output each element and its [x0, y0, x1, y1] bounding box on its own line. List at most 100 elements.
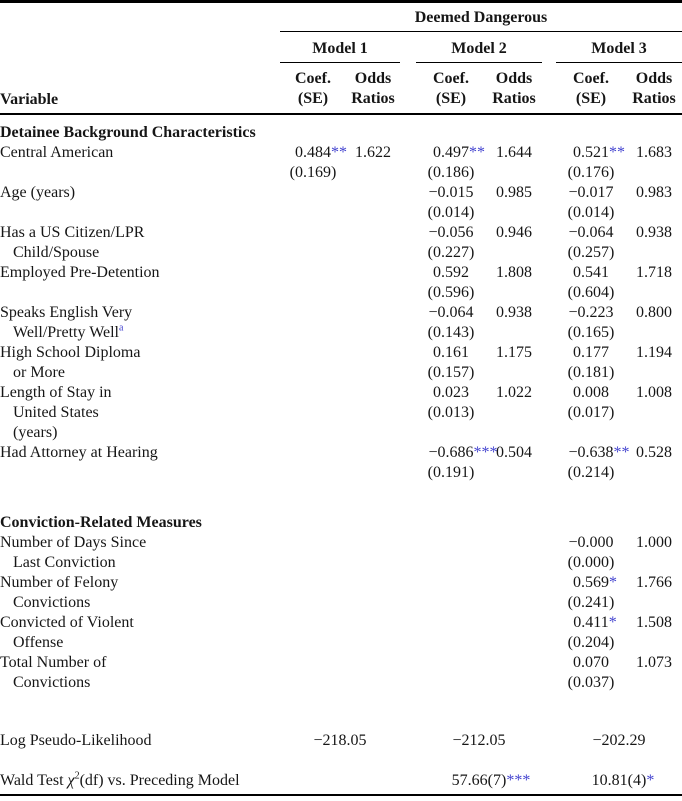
standard-error: (0.191) — [427, 464, 475, 481]
variable-label-line: Offense — [13, 634, 64, 651]
coef-value: −0.064 — [568, 224, 614, 241]
coef-value: −0.000 — [568, 534, 614, 551]
coef-value: 0.484** — [295, 144, 347, 161]
odds-ratio-cell: 1.000 — [636, 534, 672, 551]
model-3-header: Model 3 — [556, 32, 682, 63]
odds-ratio-cell: 0.800 — [636, 304, 672, 321]
coef-cell: −0.064 (0.143) — [416, 303, 486, 343]
variable-label: Employed Pre-Detention — [0, 263, 280, 303]
variable-label-line: Last Conviction — [13, 554, 116, 571]
log-likelihood-row: Log Pseudo-Likelihood −218.05 −212.05 −202… — [0, 731, 682, 751]
variable-label-line: Central American — [0, 144, 114, 161]
variable-label-line: or More — [13, 364, 65, 381]
table-row: Age (years) −0.015 (0.014) 0.985 −0.017 (0.01… — [0, 183, 682, 223]
coef-label-line2: (SE) — [297, 90, 329, 107]
table-row: Convicted of Violent Offense 0.411* (0.204)… — [0, 613, 682, 653]
odds-label-line1: Odds — [495, 70, 533, 87]
variable-label-line: Convicted of Violent — [0, 614, 134, 631]
odds-ratio-cell: 0.504 — [496, 444, 532, 461]
coef-label-line2: (SE) — [575, 90, 607, 107]
coef-value: −0.686*** — [428, 444, 498, 461]
standard-error: (0.227) — [427, 244, 475, 261]
footnote-marker: a — [119, 322, 124, 334]
wald-test-value: 57.66(7)*** — [451, 772, 531, 789]
coef-cell: 0.497** (0.186) — [416, 143, 486, 183]
standard-error: (0.214) — [567, 464, 615, 481]
standard-error: (0.204) — [567, 634, 615, 651]
odds-ratio-cell: 0.985 — [496, 184, 532, 201]
standard-error: (0.241) — [567, 594, 615, 611]
coef-cell: 0.023 (0.013) — [416, 383, 486, 443]
model-2-odds-header: Odds Ratios — [486, 63, 542, 113]
standard-error: (0.143) — [427, 324, 475, 341]
coef-value: −0.638** — [568, 444, 630, 461]
variable-label-line: Had Attorney at Hearing — [0, 444, 158, 461]
coef-value: 0.008 — [573, 384, 609, 401]
section-header: Detainee Background Characteristics — [0, 124, 256, 141]
table-row: Has a US Citizen/LPR Child/Spouse −0.056 (0… — [0, 223, 682, 263]
table-row: Length of Stay in United States (years) 0.0… — [0, 383, 682, 443]
model-1-coef-header: Coef. (SE) — [280, 63, 346, 113]
log-likelihood-label: Log Pseudo-Likelihood — [0, 732, 152, 749]
coef-value: 0.161 — [433, 344, 469, 361]
model-3-coef-header: Coef. (SE) — [556, 63, 626, 113]
coef-cell: −0.017 (0.014) — [556, 183, 626, 223]
variable-label-line: Convictions — [13, 594, 91, 611]
header-rule — [0, 113, 682, 115]
coef-value: −0.015 — [428, 184, 474, 201]
standard-error: (0.257) — [567, 244, 615, 261]
spanner-title: Deemed Dangerous — [280, 3, 682, 32]
chi-symbol: χ — [67, 772, 75, 789]
variable-label-line: United States — [13, 404, 99, 421]
variable-label: Central American — [0, 143, 280, 183]
coef-value: 0.541 — [573, 264, 609, 281]
standard-error: (0.186) — [427, 164, 475, 181]
variable-label-line: Well/Pretty Wella — [13, 322, 124, 341]
table-row: Speaks English Very Well/Pretty Wella −0.0… — [0, 303, 682, 343]
variable-label-line: Age (years) — [0, 184, 76, 201]
coef-cell: −0.223 (0.165) — [556, 303, 626, 343]
variable-label: Total Number of Convictions — [0, 653, 280, 693]
chi-exponent: 2 — [74, 770, 80, 782]
coef-cell: 0.521** (0.176) — [556, 143, 626, 183]
odds-ratio-cell: 1.683 — [636, 144, 672, 161]
odds-ratio-cell: 0.528 — [636, 444, 672, 461]
table-section: Detainee Background Characteristics Centr… — [0, 123, 682, 483]
odds-ratio-cell: 0.938 — [496, 304, 532, 321]
odds-ratio-cell: 1.766 — [636, 574, 672, 591]
table-row: Number of Felony Convictions 0.569* (0.241)… — [0, 573, 682, 613]
coef-cell: 0.161 (0.157) — [416, 343, 486, 383]
odds-ratio-cell: 1.022 — [496, 384, 532, 401]
table-body: Detainee Background Characteristics Centr… — [0, 123, 682, 693]
odds-label-line2: Ratios — [632, 90, 676, 107]
standard-error: (0.604) — [567, 284, 615, 301]
table-row: Had Attorney at Hearing −0.686*** (0.191) 0… — [0, 443, 682, 483]
variable-label-line: Total Number of — [0, 654, 107, 671]
top-rule — [0, 0, 682, 3]
standard-error: (0.165) — [567, 324, 615, 341]
coef-cell: 0.592 (0.596) — [416, 263, 486, 303]
variable-label-line: Child/Spouse — [13, 244, 100, 261]
coef-value: 0.023 — [433, 384, 469, 401]
variable-label-line: Convictions — [13, 674, 91, 691]
variable-label: Number of Felony Convictions — [0, 573, 280, 613]
odds-ratio-cell: 0.946 — [496, 224, 532, 241]
variable-label-line: High School Diploma — [0, 344, 141, 361]
coef-cell: 0.070 (0.037) — [556, 653, 626, 693]
odds-label-line2: Ratios — [492, 90, 536, 107]
model-1-odds-header: Odds Ratios — [346, 63, 400, 113]
odds-ratio-cell: 1.073 — [636, 654, 672, 671]
coef-cell: −0.015 (0.014) — [416, 183, 486, 223]
standard-error: (0.157) — [427, 364, 475, 381]
section-header: Conviction-Related Measures — [0, 514, 202, 531]
variable-label: Length of Stay in United States (years) — [0, 383, 280, 443]
log-likelihood-value: −212.05 — [452, 732, 506, 749]
odds-ratio-cell: 1.644 — [496, 144, 532, 161]
coef-cell: 0.177 (0.181) — [556, 343, 626, 383]
variable-label-line: Speaks English Very — [0, 304, 133, 321]
coef-label-line1: Coef. — [433, 70, 469, 87]
standard-error: (0.017) — [567, 404, 615, 421]
variable-column-header: Variable — [0, 91, 59, 108]
coef-value: 0.521** — [573, 144, 625, 161]
variable-label-line: Number of Days Since — [0, 534, 147, 551]
